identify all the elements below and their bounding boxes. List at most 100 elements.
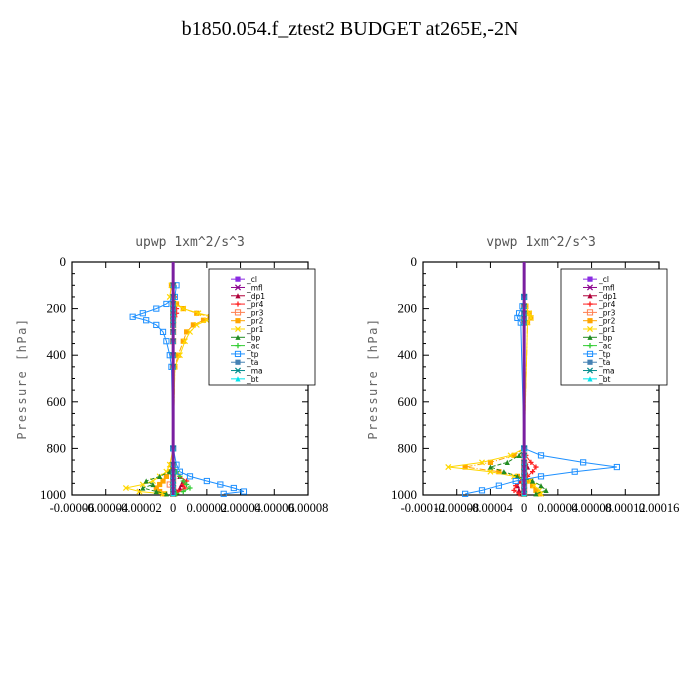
data-point_pr2: [487, 459, 494, 465]
y-tick-label: 0: [60, 254, 67, 269]
data-point_pr2: [157, 488, 163, 495]
x-tick-label: 0.00004: [538, 501, 579, 515]
data-point_pr1: [487, 468, 494, 475]
data-point_pr4: [533, 464, 539, 470]
series-line_tp: [130, 285, 245, 495]
x-tick-label: -0.00004: [468, 501, 514, 515]
data-point_tp: [537, 473, 545, 480]
legend-label: _mfl: [598, 283, 615, 292]
x-tick-label: 0: [170, 501, 176, 515]
legend-label: _ta: [246, 358, 258, 367]
legend-label: _ta: [598, 358, 610, 367]
y-tick-label: 200: [47, 301, 67, 316]
data-point_pr2: [496, 469, 502, 475]
data-point_bp: [157, 473, 163, 479]
legend-label: _pr3: [598, 308, 616, 317]
legend-label: _pr4: [598, 300, 616, 309]
legend-label: _tp: [598, 350, 611, 359]
data-point_pr2: [160, 478, 166, 484]
data-point_bp: [143, 478, 149, 484]
data-point_pr1: [186, 328, 194, 335]
data-point_tp: [163, 338, 170, 345]
data-point_tp: [537, 452, 545, 459]
legend-swatch-marker: [586, 309, 594, 316]
legend-swatch-marker: [234, 309, 242, 316]
data-point_tp: [129, 313, 136, 320]
legend-label: _pr2: [246, 317, 264, 326]
series_tp: [462, 293, 620, 497]
legend-label: _pr1: [598, 325, 616, 334]
data-point_pr1: [195, 310, 202, 317]
legend-label: _cl: [246, 275, 257, 284]
data-point_pr2: [173, 301, 180, 307]
panel-title: upwp 1xm^2/s^3: [135, 235, 245, 250]
data-point_pr1: [445, 464, 452, 471]
series-line_bp: [141, 285, 174, 495]
legend-swatch-marker: [234, 367, 242, 374]
legend-label: _cl: [598, 275, 609, 284]
data-point_pr2: [175, 352, 181, 358]
data-point_tp: [143, 317, 150, 324]
legend-label: _ma: [246, 367, 263, 376]
y-tick-label: 400: [47, 347, 67, 362]
legend-swatch-marker: [235, 318, 241, 324]
legend-swatch-marker: [235, 276, 241, 282]
legend-swatch-marker: [586, 284, 594, 291]
panel-vpwp: vpwp 1xm^2/s^3 Pressure [hPa] 0 200 400 600 80…: [366, 235, 679, 515]
legend-swatch-marker: [587, 301, 593, 307]
data-point_bp: [533, 491, 539, 497]
data-point_bp: [529, 478, 536, 484]
data-point_tp: [571, 468, 578, 475]
legend-swatch-marker: [587, 293, 593, 299]
data-point_tp: [512, 477, 519, 485]
data-point_pr1: [181, 338, 188, 345]
legend-label: _bp: [598, 333, 613, 342]
data-point_pr2: [533, 487, 539, 493]
data-point_tp: [462, 490, 469, 497]
data-point_bp: [487, 464, 494, 470]
data-point_tp: [153, 321, 160, 329]
legend-swatch-marker: [235, 376, 241, 382]
figure-title: b1850.054.f_ztest2 BUDGET at265E,-2N: [181, 18, 519, 40]
y-tick-label: 0: [411, 254, 418, 269]
x-tick-label: 0.00008: [571, 501, 612, 515]
y-tick-label: 800: [398, 440, 418, 455]
y-axis-label: Pressure [hPa]: [366, 317, 380, 439]
data-point_ac: [184, 481, 190, 488]
y-tick-label: 400: [398, 347, 418, 362]
data-point_tp: [163, 300, 170, 308]
x-tick-label: -0.00008: [434, 501, 479, 515]
panel-title: vpwp 1xm^2/s^3: [486, 235, 596, 250]
data-point_pr1: [193, 321, 200, 328]
y-tick-label: 1000: [40, 487, 66, 502]
data-point_bp: [501, 469, 507, 475]
data-point_pr4: [182, 485, 188, 491]
data-point_pr2: [529, 483, 536, 489]
legend-label: _pr4: [246, 300, 264, 309]
legend-swatch-marker: [586, 367, 594, 374]
y-tick-label: 800: [47, 440, 67, 455]
legend-swatch-marker: [587, 376, 593, 382]
y-axis-label: Pressure [hPa]: [15, 317, 29, 439]
data-point_tp: [139, 310, 146, 317]
data-point_tp: [240, 488, 248, 495]
data-point_tp: [230, 484, 237, 492]
data-point_pr1: [527, 314, 534, 321]
legend-label: _bt: [598, 375, 611, 384]
data-point_ac: [180, 488, 186, 495]
x-tick-label: -0.00004: [83, 501, 129, 515]
legend-swatch-marker: [234, 325, 242, 333]
data-point_pr1: [531, 482, 538, 489]
data-point_pr2: [180, 338, 186, 344]
series-line_pr2: [155, 285, 212, 495]
legend-swatch-marker: [587, 276, 593, 282]
legend-swatch-marker: [235, 334, 241, 340]
data-point_bp: [140, 485, 146, 491]
data-point_pr2: [184, 329, 190, 335]
data-point_dp1: [516, 487, 522, 493]
legend-label: _ma: [598, 367, 615, 376]
data-point_pr2: [153, 485, 159, 491]
legend-label: _dp1: [246, 292, 265, 301]
data-point_ac: [187, 485, 193, 491]
